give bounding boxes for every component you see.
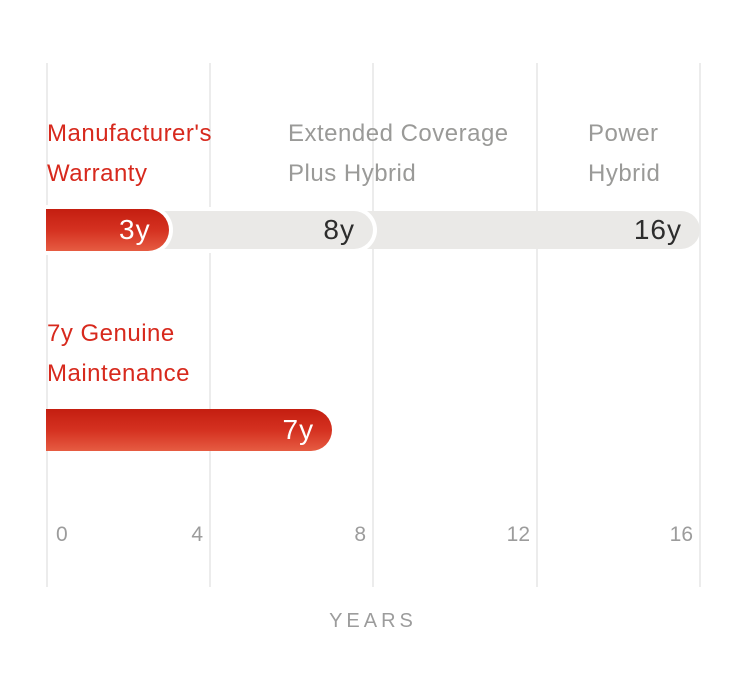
label-line: Manufacturer's [47,120,212,147]
x-axis-tick-12: 12 [506,523,530,546]
bar-value-label: 3y [119,214,151,245]
bar-segment-manufacturers-warranty-3y: 3y [46,209,169,251]
label-line: 7y Genuine [47,320,175,347]
x-axis-tick-8: 8 [354,523,366,546]
gridline-4y [209,63,211,587]
label-line: Maintenance [47,360,190,387]
bar-segment-genuine-maintenance-7y: 7y [46,409,333,451]
label-extended-coverage-plus-hybrid: Extended Coverage Plus Hybrid [288,114,509,194]
x-axis-tick-4: 4 [191,523,203,546]
bar-row-genuine-maintenance: 7y [46,409,700,451]
label-line: Power [588,120,659,147]
x-axis-tick-16: 16 [669,523,693,546]
label-line: Hybrid [588,160,661,187]
label-power-hybrid: Power Hybrid [588,114,660,194]
bar-value-label: 8y [323,214,355,245]
label-line: Warranty [47,160,148,187]
gridline-0y [46,63,48,587]
gridline-16y [699,63,701,587]
x-axis-tick-0: 0 [56,523,68,546]
label-manufacturers-warranty: Manufacturer's Warranty [47,114,212,194]
bar-value-label: 7y [282,414,315,445]
gridline-12y [536,63,538,587]
label-line: Extended Coverage [288,120,509,147]
label-genuine-maintenance: 7y Genuine Maintenance [47,314,190,394]
gridline-8y [372,63,374,587]
bar-value-label: 16y [633,214,682,245]
bar-row-warranty-coverage: 16y 8y 3y [46,209,700,251]
x-axis-title: YEARS [329,610,417,632]
label-line: Plus Hybrid [288,160,417,187]
